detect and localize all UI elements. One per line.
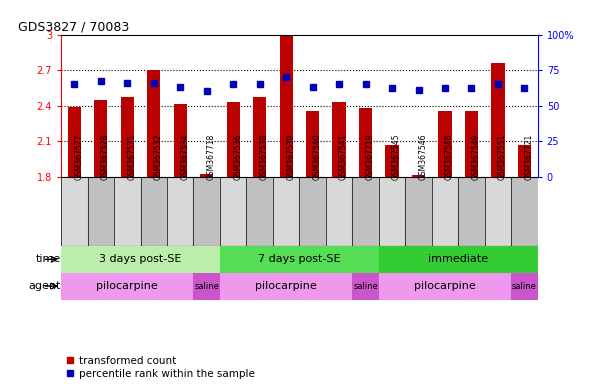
Text: GSM367540: GSM367540 bbox=[313, 134, 321, 180]
Text: GSM367551: GSM367551 bbox=[498, 134, 507, 180]
Bar bbox=[120, 97, 134, 177]
Bar bbox=[465, 111, 478, 177]
Bar bbox=[227, 102, 240, 177]
Text: pilocarpine: pilocarpine bbox=[255, 281, 317, 291]
Text: GSM367721: GSM367721 bbox=[524, 134, 533, 180]
Bar bbox=[61, 246, 220, 273]
Text: pilocarpine: pilocarpine bbox=[414, 281, 476, 291]
Text: GSM367536: GSM367536 bbox=[233, 134, 242, 180]
Bar bbox=[299, 177, 326, 246]
Bar bbox=[167, 177, 194, 246]
Text: GSM367549: GSM367549 bbox=[472, 134, 480, 180]
Bar bbox=[379, 273, 511, 300]
Bar bbox=[386, 144, 398, 177]
Bar bbox=[246, 177, 273, 246]
Bar bbox=[306, 111, 319, 177]
Bar bbox=[379, 177, 405, 246]
Bar bbox=[485, 177, 511, 246]
Bar bbox=[511, 177, 538, 246]
Text: GDS3827 / 70083: GDS3827 / 70083 bbox=[18, 20, 130, 33]
Text: GSM367548: GSM367548 bbox=[445, 134, 454, 180]
Bar bbox=[194, 177, 220, 246]
Text: immediate: immediate bbox=[428, 254, 488, 264]
Text: GSM367527: GSM367527 bbox=[75, 134, 83, 180]
Bar bbox=[405, 177, 432, 246]
Text: GSM367718: GSM367718 bbox=[207, 134, 216, 180]
Text: 3 days post-SE: 3 days post-SE bbox=[100, 254, 181, 264]
Bar bbox=[141, 177, 167, 246]
Bar bbox=[68, 107, 81, 177]
Bar bbox=[200, 174, 213, 177]
Bar bbox=[511, 273, 538, 300]
Bar bbox=[412, 175, 425, 177]
Bar bbox=[273, 177, 299, 246]
Text: GSM367541: GSM367541 bbox=[339, 134, 348, 180]
Text: saline: saline bbox=[353, 281, 378, 291]
Bar bbox=[353, 177, 379, 246]
Text: saline: saline bbox=[194, 281, 219, 291]
Bar bbox=[220, 273, 353, 300]
Bar bbox=[194, 273, 220, 300]
Text: GSM367539: GSM367539 bbox=[286, 134, 295, 180]
Bar bbox=[491, 63, 505, 177]
Bar bbox=[518, 144, 531, 177]
Bar bbox=[174, 104, 187, 177]
Text: agent: agent bbox=[29, 281, 61, 291]
Text: GSM367532: GSM367532 bbox=[154, 134, 163, 180]
Bar bbox=[359, 108, 372, 177]
Bar bbox=[87, 177, 114, 246]
Bar bbox=[253, 97, 266, 177]
Text: GSM367546: GSM367546 bbox=[419, 134, 428, 180]
Text: GSM367528: GSM367528 bbox=[101, 134, 110, 180]
Bar bbox=[326, 177, 353, 246]
Bar bbox=[220, 177, 246, 246]
Bar bbox=[353, 273, 379, 300]
Text: GSM367531: GSM367531 bbox=[127, 134, 136, 180]
Bar bbox=[220, 246, 379, 273]
Bar bbox=[147, 70, 160, 177]
Bar bbox=[61, 177, 87, 246]
Bar bbox=[279, 36, 293, 177]
Text: 7 days post-SE: 7 days post-SE bbox=[258, 254, 341, 264]
Bar bbox=[432, 177, 458, 246]
Bar bbox=[458, 177, 485, 246]
Text: pilocarpine: pilocarpine bbox=[97, 281, 158, 291]
Bar bbox=[438, 111, 452, 177]
Bar bbox=[61, 273, 194, 300]
Bar bbox=[332, 102, 346, 177]
Bar bbox=[114, 177, 141, 246]
Bar bbox=[94, 99, 108, 177]
Text: GSM367719: GSM367719 bbox=[365, 134, 375, 180]
Bar bbox=[379, 246, 538, 273]
Text: time: time bbox=[36, 254, 61, 264]
Text: saline: saline bbox=[512, 281, 537, 291]
Text: GSM367534: GSM367534 bbox=[180, 134, 189, 180]
Text: GSM367545: GSM367545 bbox=[392, 134, 401, 180]
Legend: transformed count, percentile rank within the sample: transformed count, percentile rank withi… bbox=[67, 356, 255, 379]
Text: GSM367538: GSM367538 bbox=[260, 134, 269, 180]
